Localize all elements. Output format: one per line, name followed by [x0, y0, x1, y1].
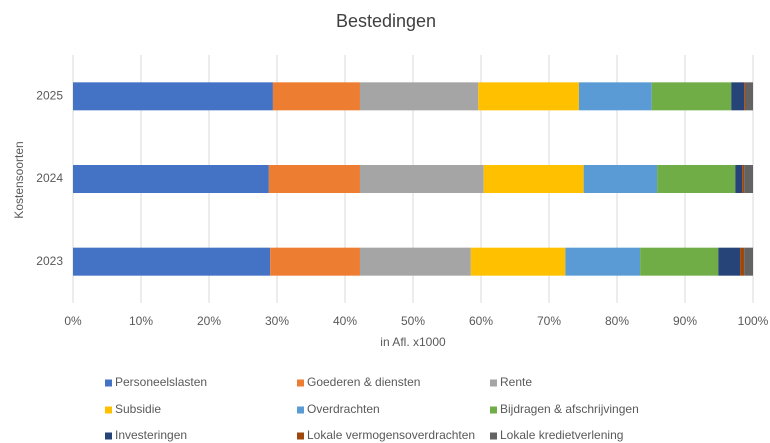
- legend-label: Lokale kredietverlening: [500, 428, 623, 442]
- x-tick-label: 50%: [401, 314, 425, 328]
- bar-segment: [731, 82, 745, 111]
- bar-segment: [744, 165, 753, 193]
- legend-label: Overdrachten: [307, 402, 380, 416]
- bar-segment: [744, 247, 753, 276]
- legend-swatch: [297, 379, 304, 387]
- y-tick-label: 2025: [36, 89, 63, 103]
- bar-segment: [745, 82, 753, 111]
- bar-segment: [470, 247, 566, 276]
- bar-segment: [73, 247, 271, 276]
- legend-swatch: [297, 432, 304, 440]
- bar-segment: [270, 247, 360, 276]
- y-tick-label: 2024: [36, 171, 63, 185]
- x-tick-label: 100%: [738, 314, 769, 328]
- bar-segment: [73, 165, 269, 193]
- legend-swatch: [490, 406, 497, 414]
- bar-segment: [651, 82, 732, 111]
- bar-segment: [640, 247, 719, 276]
- bar-segment: [359, 165, 484, 193]
- x-tick-label: 0%: [64, 314, 82, 328]
- bar-segment: [359, 247, 471, 276]
- legend-label: Personeelslasten: [115, 375, 207, 389]
- legend-label: Lokale vermogensoverdrachten: [307, 428, 475, 442]
- bar-segment: [268, 165, 360, 193]
- y-axis-label: Kostensoorten: [12, 141, 26, 218]
- bar-segment: [359, 82, 479, 111]
- x-tick-label: 10%: [129, 314, 153, 328]
- x-tick-label: 80%: [605, 314, 629, 328]
- bar-segment: [478, 82, 579, 111]
- bar-segment: [565, 247, 641, 276]
- legend-label: Goederen & diensten: [307, 375, 420, 389]
- x-tick-label: 90%: [673, 314, 697, 328]
- x-tick-label: 40%: [333, 314, 357, 328]
- legend-swatch: [490, 379, 497, 387]
- bar-segment: [735, 165, 743, 193]
- legend-swatch: [490, 432, 497, 440]
- legend-swatch: [105, 406, 112, 414]
- bar-segment: [744, 82, 746, 111]
- bar-segment: [272, 82, 360, 111]
- legend-swatch: [297, 406, 304, 414]
- legend-swatch: [105, 432, 112, 440]
- legend-label: Investeringen: [115, 428, 187, 442]
- bar-segment: [483, 165, 584, 193]
- bar-segment: [740, 247, 745, 276]
- legend-label: Rente: [500, 375, 532, 389]
- x-tick-label: 30%: [265, 314, 289, 328]
- bar-segment: [657, 165, 736, 193]
- bar-segment: [578, 82, 652, 111]
- legend-label: Subsidie: [115, 402, 161, 416]
- chart-title: Bestedingen: [336, 11, 436, 31]
- bar-segment: [73, 82, 273, 111]
- legend-label: Bijdragen & afschrijvingen: [500, 402, 639, 416]
- legend-swatch: [105, 379, 112, 387]
- bar-segment: [583, 165, 658, 193]
- x-tick-label: 20%: [197, 314, 221, 328]
- x-tick-label: 60%: [469, 314, 493, 328]
- bar-segment: [742, 165, 745, 193]
- x-tick-label: 70%: [537, 314, 561, 328]
- bar-segment: [718, 247, 741, 276]
- y-tick-label: 2023: [36, 254, 63, 268]
- x-axis-label: in Afl. x1000: [380, 335, 446, 349]
